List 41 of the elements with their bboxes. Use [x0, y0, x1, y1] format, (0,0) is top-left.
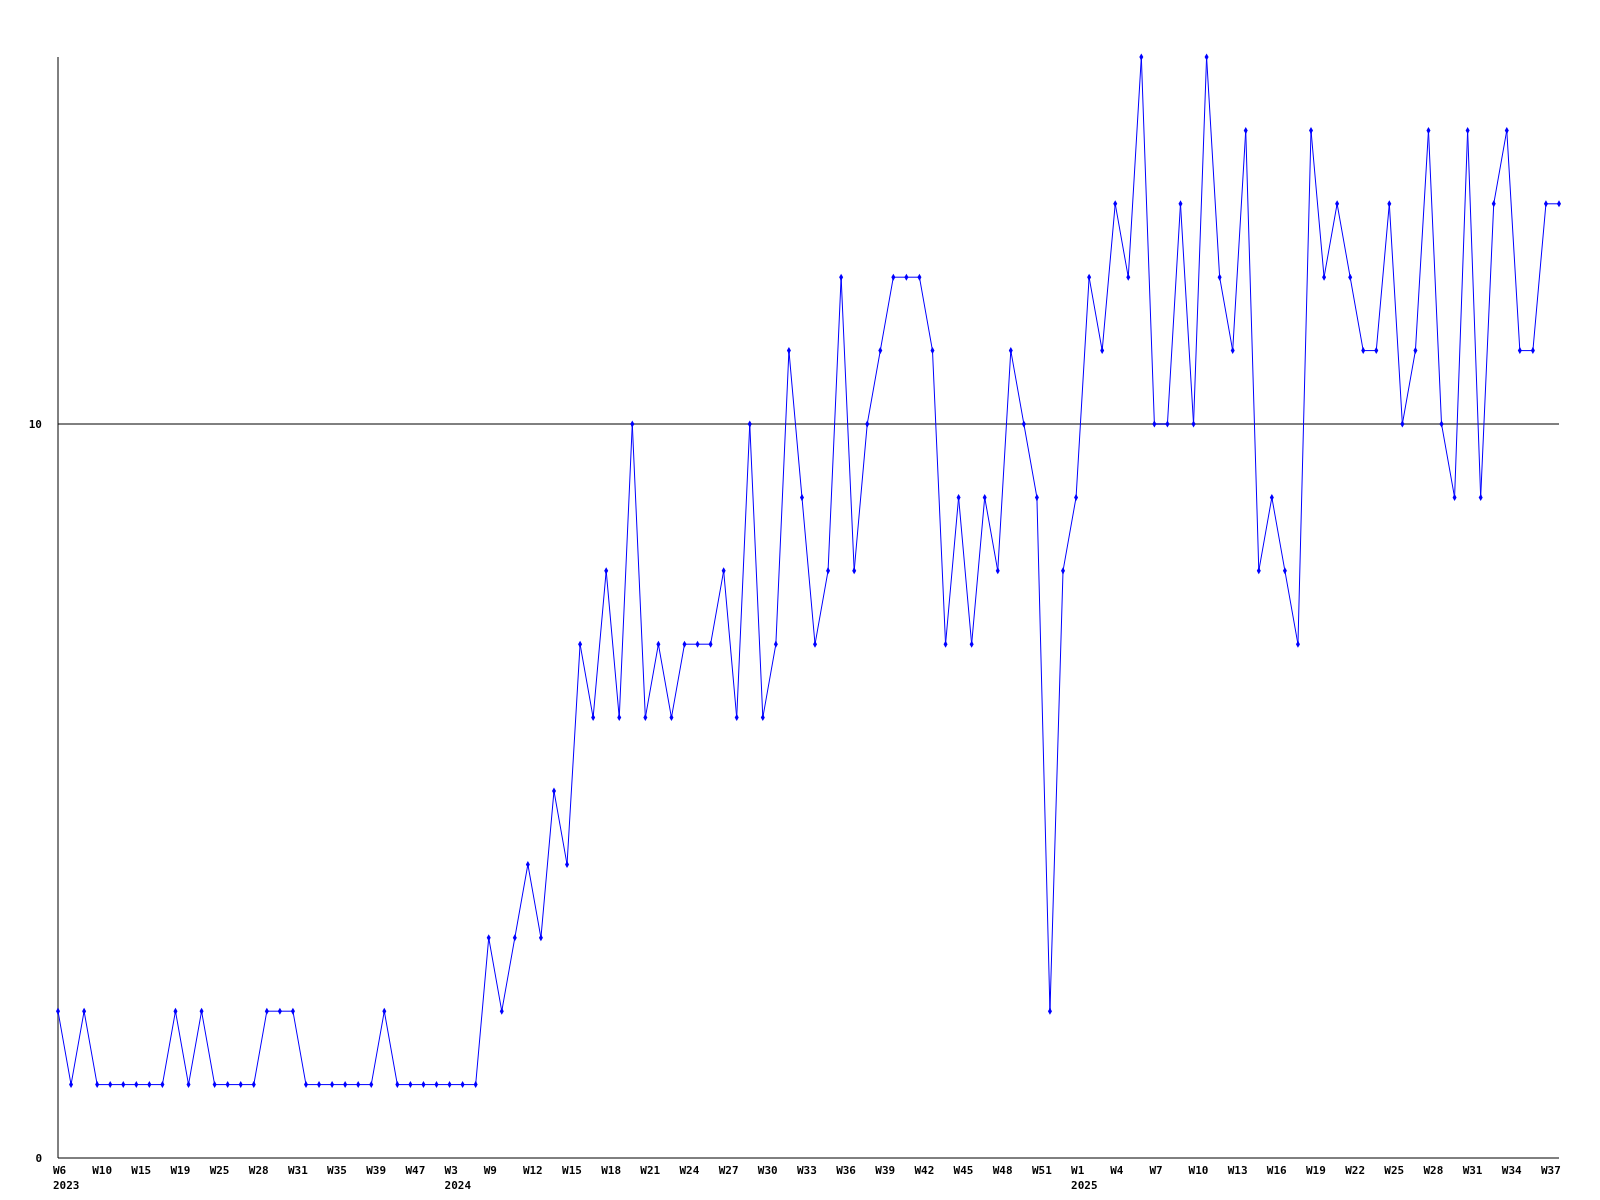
x-tick-label: W1 2025 — [1071, 1164, 1098, 1192]
x-tick-label: W12 — [522, 1164, 543, 1177]
x-tick-label: W15 — [131, 1164, 152, 1177]
x-tick-label: W33 — [796, 1164, 817, 1177]
x-tick-label: W4 — [1110, 1164, 1124, 1177]
x-tick-label: W48 — [992, 1164, 1013, 1177]
x-tick-label: W39 — [366, 1164, 387, 1177]
x-tick-label: W30 — [757, 1164, 778, 1177]
y-tick-label: 10 — [28, 417, 42, 431]
x-tick-label: W31 — [1462, 1164, 1483, 1177]
x-tick-label: W7 — [1149, 1164, 1163, 1177]
x-tick-label: W25 — [209, 1164, 230, 1177]
x-tick-label: W3 2024 — [444, 1164, 472, 1192]
x-tick-label: W28 — [1423, 1164, 1444, 1177]
x-tick-label: W18 — [601, 1164, 622, 1177]
x-tick-label: W47 — [405, 1164, 426, 1177]
x-tick-label: W25 — [1384, 1164, 1405, 1177]
x-tick-label: W39 — [875, 1164, 896, 1177]
x-tick-label: W22 — [1345, 1164, 1366, 1177]
x-tick-label: W42 — [914, 1164, 935, 1177]
x-tick-label: W35 — [327, 1164, 347, 1177]
y-tick-label: 0 — [35, 1151, 42, 1165]
x-tick-label: W13 — [1227, 1164, 1248, 1177]
x-tick-label: W36 — [836, 1164, 857, 1177]
x-tick-label: W16 — [1266, 1164, 1288, 1177]
x-tick-label: W19 — [1306, 1164, 1326, 1177]
x-tick-label: W6 2023 — [53, 1164, 80, 1192]
x-tick-label: W10 — [92, 1164, 113, 1177]
x-tick-label: W15 — [562, 1164, 582, 1177]
x-tick-label: W45 — [953, 1164, 974, 1177]
x-tick-label: W27 — [718, 1164, 739, 1177]
x-tick-label: W34 — [1501, 1164, 1523, 1177]
x-tick-label: W21 — [640, 1164, 661, 1177]
x-tick-label: W37 — [1540, 1164, 1561, 1177]
x-tick-label: W10 — [1188, 1164, 1209, 1177]
x-tick-label: W19 — [170, 1164, 191, 1177]
x-tick-label: W31 — [287, 1164, 309, 1177]
x-tick-label: W24 — [679, 1164, 700, 1177]
x-tick-label: W28 — [248, 1164, 269, 1177]
x-tick-label: W51 — [1031, 1164, 1053, 1177]
x-tick-label: W9 — [483, 1164, 497, 1177]
